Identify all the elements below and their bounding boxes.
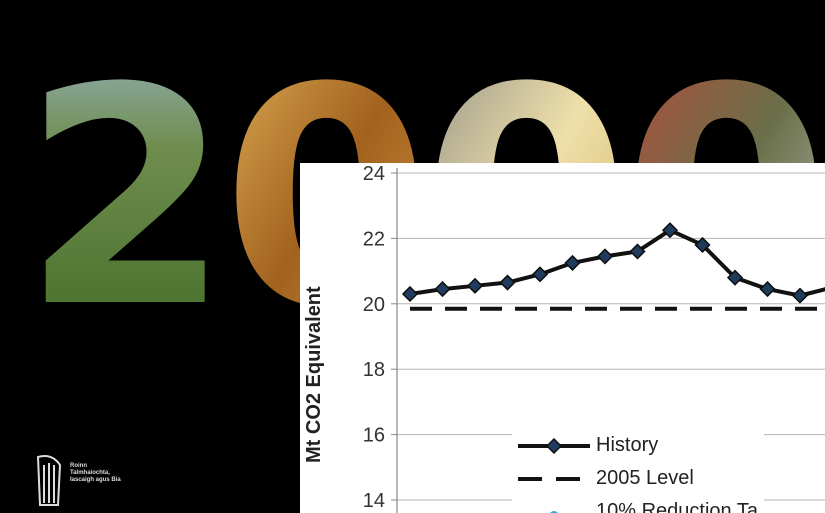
history-point-4 bbox=[531, 266, 549, 283]
tick-label-y-22: 22 bbox=[363, 228, 385, 250]
history-point-3 bbox=[499, 274, 516, 291]
history-point-10 bbox=[726, 269, 744, 286]
emissions-chart: 14 16 18 20 22 24 Mt CO2 Equivalent History 2… bbox=[300, 163, 825, 513]
history-point-6 bbox=[596, 248, 614, 265]
chart-legend: History 2005 Level 10% Reduction Ta bbox=[512, 427, 764, 513]
legend-marker-reduction-target bbox=[549, 510, 559, 513]
legend-marker-2005-level bbox=[518, 476, 590, 481]
tick-label-y-24: 24 bbox=[363, 163, 385, 185]
tick-label-y-18: 18 bbox=[363, 359, 385, 381]
legend-marker-history bbox=[518, 437, 590, 454]
legend-item-history: History bbox=[516, 429, 758, 462]
history-point-7 bbox=[629, 243, 646, 260]
logo-line: Roinn bbox=[70, 463, 87, 469]
legend-label-history: History bbox=[596, 434, 659, 456]
tick-label-y-20: 20 bbox=[363, 294, 385, 316]
logo-line: Iascaigh agus Bia bbox=[70, 477, 121, 483]
chart-plot: 14 16 18 20 22 24 bbox=[363, 163, 825, 513]
y-axis-label: Mt CO2 Equivalent bbox=[303, 286, 325, 463]
history-point-9 bbox=[694, 236, 711, 254]
legend-item-reduction-target: 10% Reduction Ta bbox=[516, 495, 758, 513]
history-point-1 bbox=[434, 281, 451, 298]
history-point-11 bbox=[759, 281, 776, 298]
legend-item-2005-level: 2005 Level bbox=[516, 462, 758, 495]
history-point-2 bbox=[466, 277, 484, 294]
history-point-12 bbox=[791, 287, 809, 304]
logo-line: Talmhaíochta, bbox=[70, 470, 110, 476]
history-point-5 bbox=[564, 254, 581, 271]
tick-label-y-16: 16 bbox=[363, 425, 385, 447]
department-logo-text: Roinn Talmhaíochta, Iascaigh agus Bia bbox=[70, 463, 121, 484]
harp-logo-icon bbox=[36, 455, 62, 506]
legend-label-reduction-target: 10% Reduction Ta bbox=[596, 500, 758, 513]
history-point-0 bbox=[401, 285, 419, 303]
legend-label-2005-level: 2005 Level bbox=[596, 467, 694, 489]
history-point-8 bbox=[661, 222, 679, 239]
year-digit-2: 2 bbox=[22, 24, 231, 373]
tick-label-y-14: 14 bbox=[363, 490, 385, 512]
